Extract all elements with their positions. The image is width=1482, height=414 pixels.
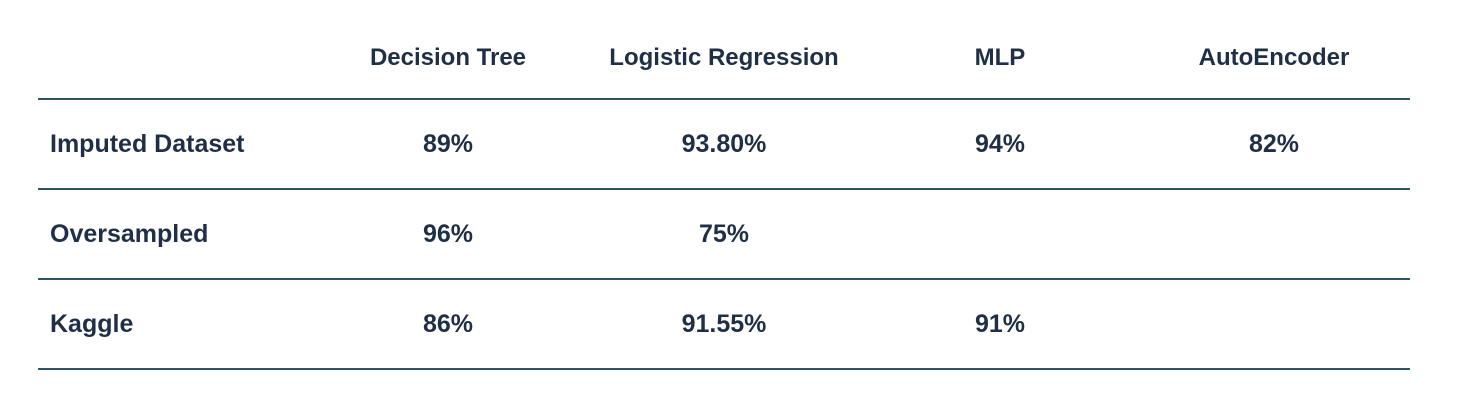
column-header-autoencoder: AutoEncoder [1198,44,1350,71]
table-row: Oversampled 96% 75% [38,190,1410,280]
table-row: Imputed Dataset 89% 93.80% 94% 82% [38,100,1410,190]
table-cell: 96% [422,219,474,248]
column-header-mlp: MLP [974,44,1026,71]
table-cell: 93.80% [681,129,767,158]
table-cell: 89% [422,129,474,158]
table-cell: 75% [698,219,750,248]
table-cell: 82% [1248,129,1300,158]
row-label-oversampled: Oversampled [50,219,209,248]
results-table: Decision Tree Logistic Regression MLP Au… [38,18,1410,370]
table-cell: 91% [974,309,1026,338]
table-header-row: Decision Tree Logistic Regression MLP Au… [38,18,1410,100]
table-cell: 86% [422,309,474,338]
column-header-decision-tree: Decision Tree [369,44,527,71]
row-label-imputed-dataset: Imputed Dataset [50,129,245,158]
column-header-logistic-regression: Logistic Regression [609,44,839,71]
table-row: Kaggle 86% 91.55% 91% [38,280,1410,370]
row-label-kaggle: Kaggle [50,309,134,338]
table-cell: 91.55% [681,309,767,338]
table-cell: 94% [974,129,1026,158]
